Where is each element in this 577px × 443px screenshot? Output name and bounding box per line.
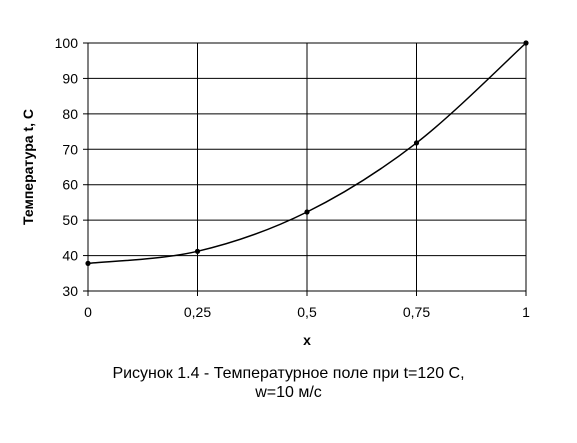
figure-caption-line-1: Рисунок 1.4 - Температурное поле при t=1… xyxy=(112,365,465,382)
x-tick-label: 0,25 xyxy=(184,304,211,320)
y-tick-label: 60 xyxy=(62,177,78,193)
x-tick-label: 0,5 xyxy=(297,304,317,320)
data-point xyxy=(304,209,310,215)
line-chart: 30 40 50 60 70 80 90 100 0 0,25 0,5 0,75 1 x Темпер… xyxy=(20,35,530,348)
y-tick-label: 30 xyxy=(62,283,78,299)
y-tick-label: 70 xyxy=(62,141,78,157)
data-point xyxy=(413,140,420,146)
data-point xyxy=(194,248,201,254)
data-point xyxy=(85,260,91,266)
y-axis-ticks: 30 40 50 60 70 80 90 100 xyxy=(55,35,88,299)
y-tick-label: 90 xyxy=(62,70,78,86)
x-axis-ticks: 0 0,25 0,5 0,75 1 xyxy=(84,291,530,320)
y-tick-label: 80 xyxy=(62,106,78,122)
figure-caption-line-2: w=10 м/с xyxy=(255,384,322,401)
x-tick-label: 0,75 xyxy=(403,304,430,320)
y-tick-label: 40 xyxy=(62,248,78,264)
y-tick-label: 50 xyxy=(62,212,78,228)
y-tick-label: 100 xyxy=(55,35,79,51)
series xyxy=(85,40,529,266)
grid xyxy=(87,42,527,292)
x-tick-label: 0 xyxy=(84,304,92,320)
x-tick-label: 1 xyxy=(522,304,530,320)
data-point xyxy=(523,40,529,46)
x-axis-label: x xyxy=(303,332,311,348)
y-axis-label: Температура t, С xyxy=(20,109,36,225)
series-line xyxy=(87,42,527,265)
